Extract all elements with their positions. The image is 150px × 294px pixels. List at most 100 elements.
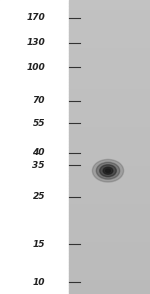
Bar	[69, 256, 150, 259]
Bar	[69, 141, 150, 144]
Bar	[69, 56, 150, 59]
Text: 40: 40	[33, 148, 45, 157]
Bar	[69, 88, 150, 91]
Bar	[69, 220, 150, 223]
Bar	[69, 59, 150, 62]
Bar	[69, 185, 150, 188]
Bar	[69, 273, 150, 276]
Bar	[69, 129, 150, 132]
Ellipse shape	[103, 167, 113, 174]
Text: 10: 10	[33, 278, 45, 287]
Bar	[69, 262, 150, 265]
Bar	[69, 74, 150, 76]
Bar	[0, 0, 69, 294]
Bar	[69, 150, 150, 153]
Bar	[69, 85, 150, 88]
Bar	[69, 171, 150, 173]
Bar	[69, 182, 150, 185]
Bar	[69, 241, 150, 244]
Bar	[69, 71, 150, 74]
Text: 25: 25	[33, 192, 45, 201]
Bar	[69, 112, 150, 115]
Bar	[69, 106, 150, 109]
Bar	[69, 200, 150, 203]
Bar	[69, 191, 150, 194]
Bar	[69, 282, 150, 285]
Bar	[69, 156, 150, 159]
Bar	[69, 21, 150, 24]
Bar	[69, 79, 150, 82]
Bar	[69, 82, 150, 85]
Text: 55: 55	[33, 118, 45, 128]
Bar	[69, 103, 150, 106]
Bar	[69, 218, 150, 220]
Bar	[69, 50, 150, 53]
Bar	[69, 173, 150, 176]
Bar	[69, 9, 150, 12]
Bar	[69, 38, 150, 41]
Bar	[69, 32, 150, 35]
Text: 15: 15	[33, 240, 45, 249]
Bar	[69, 121, 150, 123]
Bar	[69, 29, 150, 32]
Text: 100: 100	[26, 63, 45, 72]
Bar	[69, 126, 150, 129]
Bar	[69, 244, 150, 247]
Bar	[69, 100, 150, 103]
Bar	[69, 91, 150, 94]
Bar	[69, 159, 150, 162]
Bar	[69, 68, 150, 71]
Bar	[69, 15, 150, 18]
Bar	[69, 179, 150, 182]
Bar	[69, 35, 150, 38]
Bar	[69, 153, 150, 156]
Bar	[69, 165, 150, 168]
Bar	[69, 215, 150, 218]
Bar	[69, 44, 150, 47]
Bar	[69, 226, 150, 229]
Bar	[69, 270, 150, 273]
Ellipse shape	[100, 165, 116, 177]
Bar	[69, 232, 150, 235]
Bar	[69, 288, 150, 291]
Text: 70: 70	[33, 96, 45, 105]
Ellipse shape	[96, 162, 120, 179]
Ellipse shape	[92, 159, 124, 182]
Bar	[69, 3, 150, 6]
Bar	[69, 203, 150, 206]
Text: 170: 170	[26, 13, 45, 22]
Ellipse shape	[106, 169, 110, 173]
Bar	[69, 47, 150, 50]
Bar	[69, 229, 150, 232]
Bar	[69, 250, 150, 253]
Bar	[69, 168, 150, 171]
Bar	[69, 259, 150, 262]
Bar	[69, 162, 150, 165]
Bar	[69, 94, 150, 97]
Bar	[69, 109, 150, 112]
Bar	[69, 53, 150, 56]
Bar	[69, 279, 150, 282]
Bar	[69, 0, 150, 3]
Bar	[69, 18, 150, 21]
Bar	[69, 197, 150, 200]
Bar	[69, 65, 150, 68]
Bar	[69, 132, 150, 135]
Bar	[69, 147, 150, 150]
Bar	[69, 223, 150, 226]
Bar	[69, 26, 150, 29]
Bar	[69, 194, 150, 197]
Bar	[69, 24, 150, 26]
Text: 130: 130	[26, 38, 45, 47]
Bar	[69, 62, 150, 65]
Bar	[69, 206, 150, 209]
Bar	[69, 268, 150, 270]
Bar	[69, 188, 150, 191]
Bar	[69, 138, 150, 141]
Text: 35: 35	[33, 161, 45, 170]
Bar	[69, 123, 150, 126]
Bar	[69, 235, 150, 238]
Bar	[69, 276, 150, 279]
Bar	[69, 12, 150, 15]
Bar	[69, 144, 150, 147]
